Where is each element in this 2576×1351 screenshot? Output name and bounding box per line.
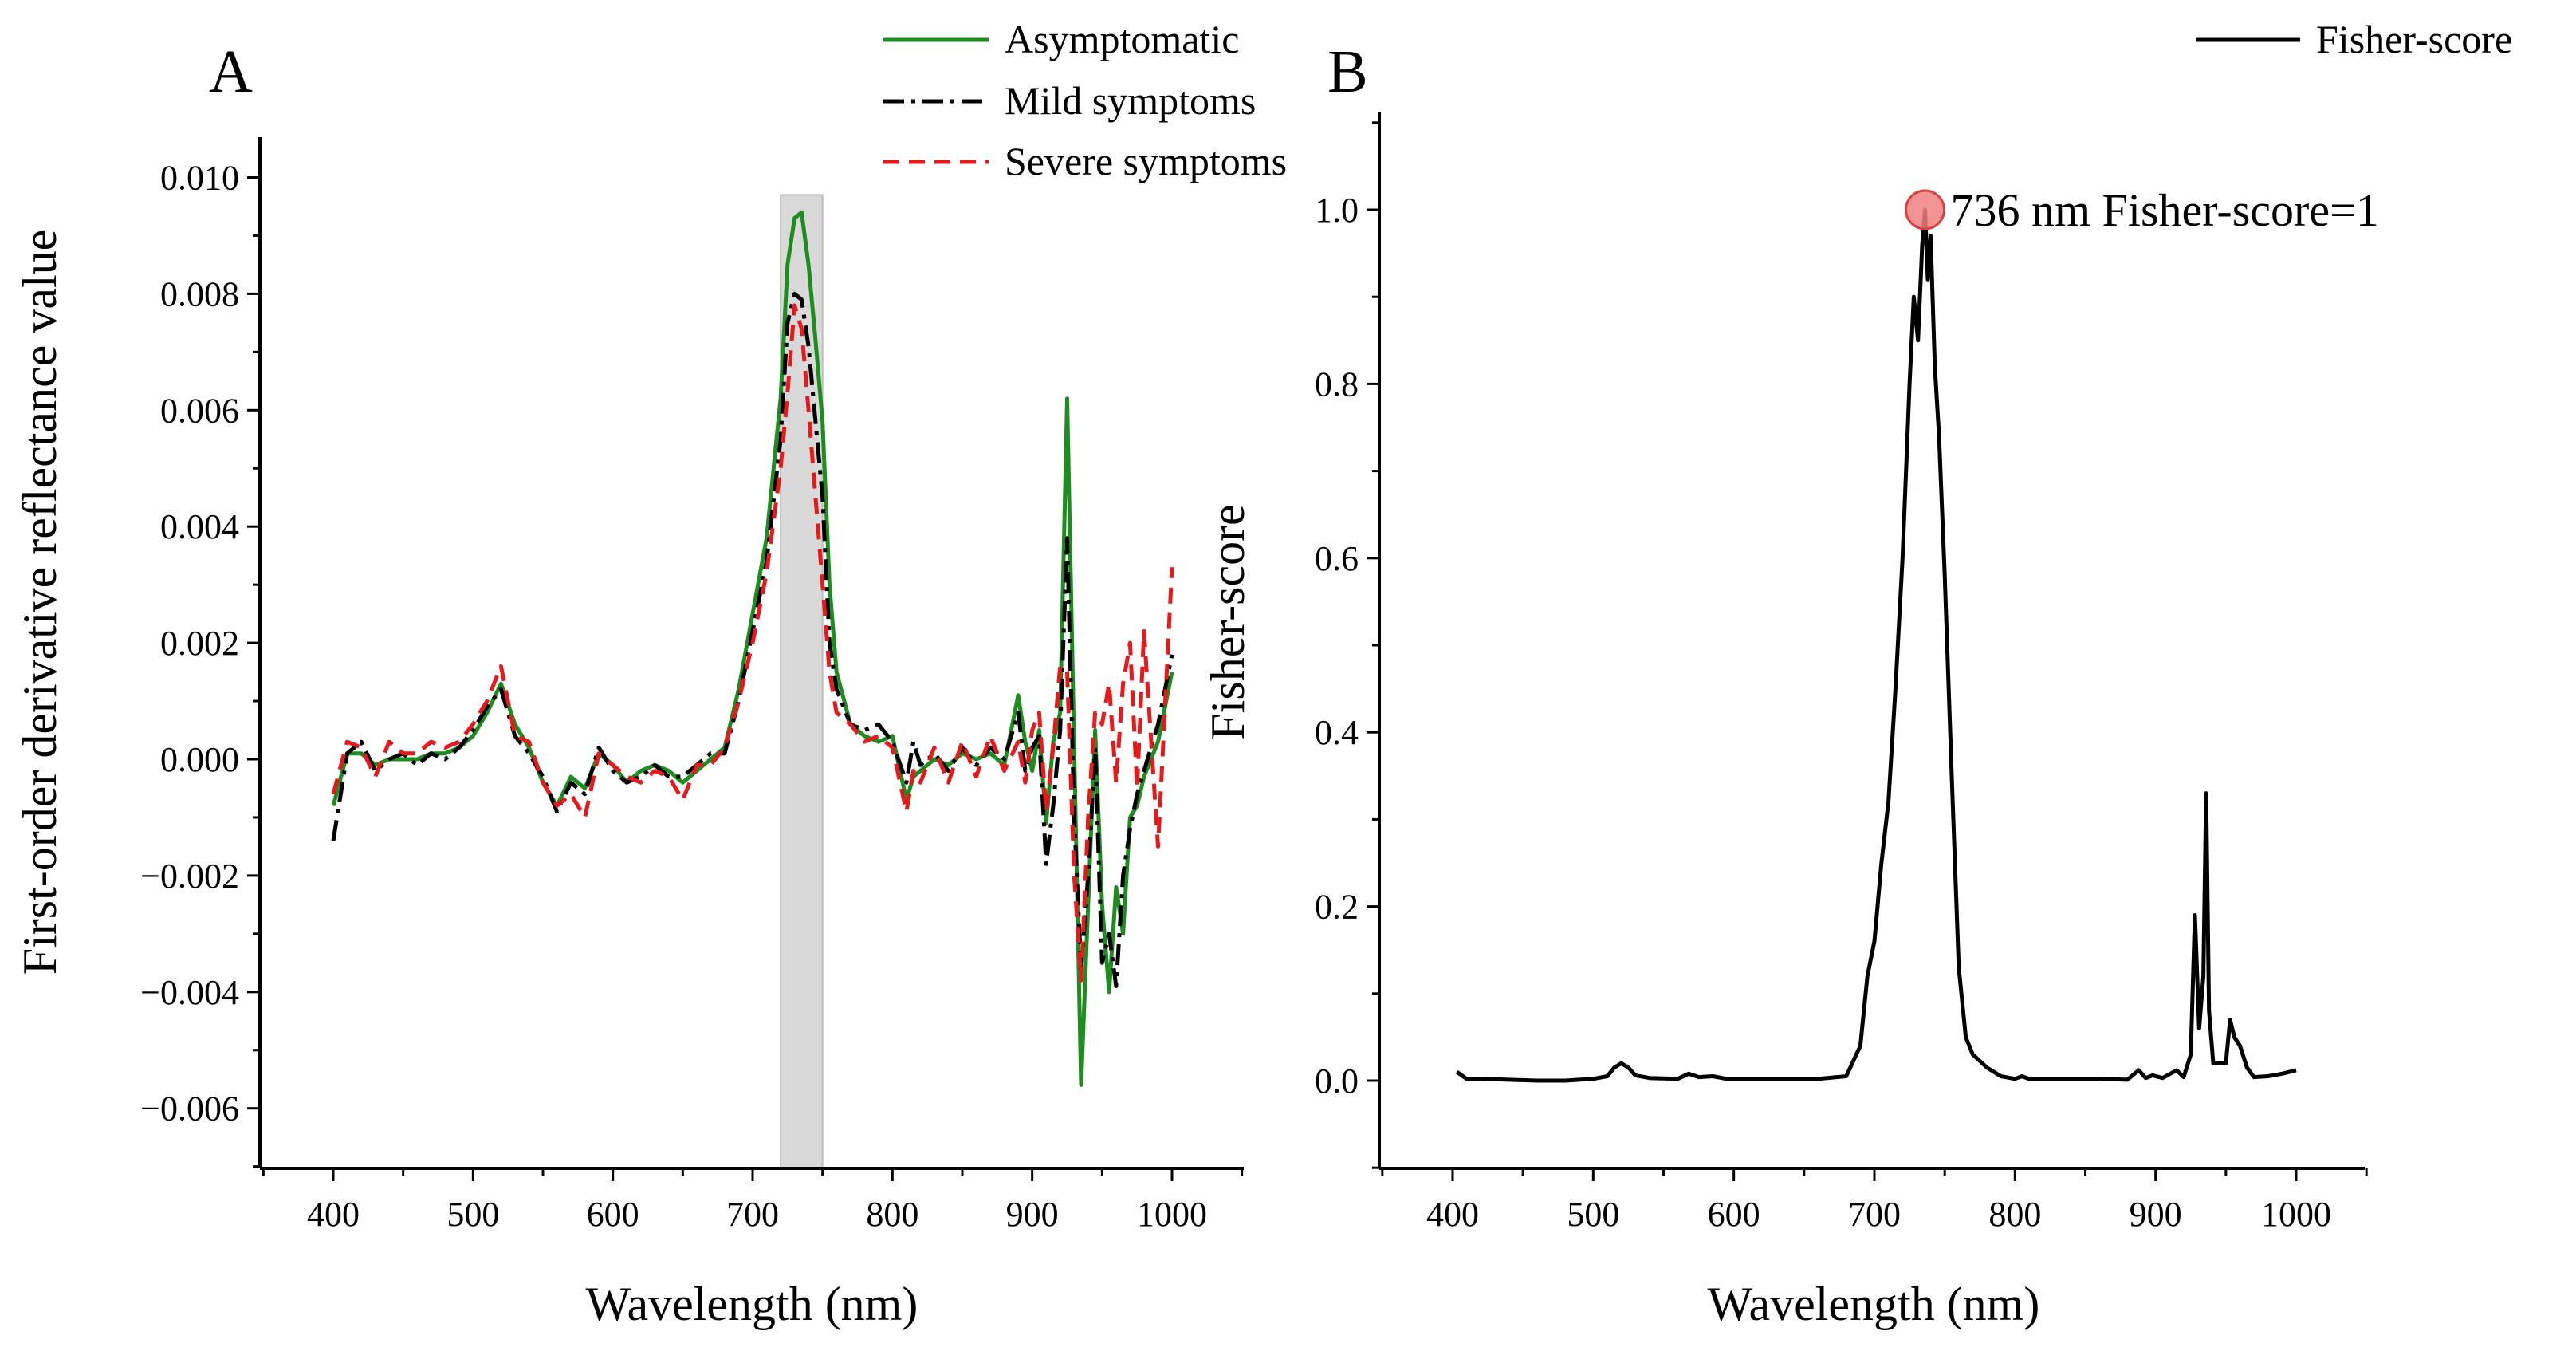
- series-line-severe-symptoms: [331, 303, 1174, 983]
- panel-b-y-axis-title: Fisher-score: [1201, 504, 1254, 739]
- x-tick-label: 500: [446, 1195, 499, 1234]
- y-tick-label: −0.006: [140, 1089, 239, 1128]
- panel-b-legend: Fisher-score: [2196, 17, 2512, 61]
- panel-a-label: A: [209, 38, 253, 105]
- series-line-fisher-score: [1455, 207, 2297, 1083]
- x-tick-label: 600: [587, 1195, 639, 1234]
- panel-a-x-axis-title: Wavelength (nm): [586, 1278, 918, 1330]
- panel-b-peak-annotation: 736 nm Fisher-score=1: [1904, 184, 2379, 236]
- x-tick-label: 400: [307, 1195, 360, 1234]
- x-tick-label: 700: [726, 1195, 779, 1234]
- x-tick-label: 1000: [1137, 1195, 1207, 1234]
- panel-a-x-ticks: 400 500 600 700 800 900 1000: [262, 1168, 1244, 1234]
- series-line-mild-symptoms: [331, 291, 1174, 988]
- series-line-asymptomatic: [331, 210, 1174, 1087]
- y-tick-label: 0.8: [1315, 364, 1359, 404]
- x-tick-label: 500: [1567, 1195, 1619, 1234]
- panel-b: B 400 500 600 700 800 900 1000 0.0 0.2 0.4 0.6 0.8…: [1201, 17, 2512, 1330]
- y-tick-label: 0.2: [1315, 888, 1359, 927]
- y-tick-label: 0.000: [160, 740, 239, 779]
- legend-label-mild-symptoms: Mild symptoms: [1005, 78, 1256, 123]
- panel-a-y-axis-title: First-order derivative reflectance value: [14, 230, 66, 975]
- y-tick-label: 0.006: [160, 391, 239, 430]
- y-tick-label: 0.008: [160, 274, 239, 313]
- legend-label-fisher-score: Fisher-score: [2316, 17, 2512, 61]
- y-tick-label: 0.004: [160, 507, 239, 546]
- x-tick-label: 800: [1988, 1195, 2041, 1234]
- x-tick-label: 600: [1708, 1195, 1760, 1234]
- y-tick-label: 1.0: [1315, 191, 1359, 230]
- panel-b-x-ticks: 400 500 600 700 800 900 1000: [1381, 1168, 2368, 1234]
- x-tick-label: 900: [1006, 1195, 1059, 1234]
- y-tick-label: 0.0: [1315, 1062, 1359, 1101]
- y-tick-label: 0.6: [1315, 539, 1359, 578]
- peak-annotation-label: 736 nm Fisher-score=1: [1950, 184, 2378, 236]
- x-tick-label: 800: [866, 1195, 918, 1234]
- panel-b-x-axis-title: Wavelength (nm): [1708, 1278, 2040, 1330]
- panel-a-legend: Asymptomatic Mild symptoms Severe sympto…: [883, 17, 1287, 183]
- y-tick-label: 0.4: [1315, 713, 1359, 752]
- x-tick-label: 400: [1426, 1195, 1479, 1234]
- panel-a-series-layer: [331, 210, 1174, 1087]
- peak-marker: [1904, 189, 1945, 230]
- y-tick-label: 0.010: [160, 159, 239, 198]
- panel-b-y-ticks: 0.0 0.2 0.4 0.6 0.8 1.0: [1315, 121, 1379, 1169]
- panel-a: A 400 500 600 700 800 900 1000 −0.006−0.004−0.…: [14, 17, 1287, 1330]
- legend-label-asymptomatic: Asymptomatic: [1005, 17, 1239, 61]
- panel-b-series-layer: [1455, 207, 2297, 1083]
- y-tick-label: −0.002: [140, 857, 239, 896]
- panel-a-y-ticks: −0.006 −0.004 −0.002 0.000 0.002 0.004 0.006 0.…: [140, 159, 260, 1168]
- x-tick-label: 900: [2130, 1195, 2182, 1234]
- panel-b-label: B: [1327, 38, 1368, 105]
- x-tick-label: 700: [1848, 1195, 1901, 1234]
- x-tick-label: 1000: [2261, 1195, 2331, 1234]
- y-tick-label: −0.004: [140, 973, 239, 1012]
- y-tick-label: 0.002: [160, 624, 239, 663]
- legend-label-severe-symptoms: Severe symptoms: [1005, 139, 1287, 183]
